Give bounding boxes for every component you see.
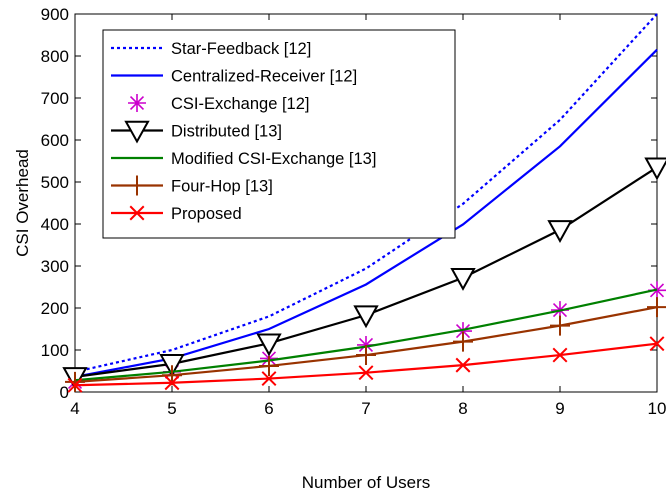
marker-x [455, 357, 471, 373]
marker-triangle-down [159, 354, 185, 377]
marker-asterisk [128, 94, 146, 112]
marker-triangle-down [644, 157, 666, 181]
x-tick-label: 4 [70, 399, 79, 418]
legend-entry: Proposed [111, 205, 242, 223]
y-tick-label: 900 [41, 5, 69, 24]
x-axis-label: Number of Users [302, 473, 430, 492]
y-tick-label: 100 [41, 341, 69, 360]
marker-x [164, 375, 180, 391]
marker-plus [550, 315, 570, 336]
marker-x [649, 336, 665, 352]
legend-label: CSI-Exchange [12] [171, 95, 310, 113]
legend-entry: CSI-Exchange [12] [128, 94, 310, 113]
marker-plus [259, 355, 279, 376]
y-tick-label: 300 [41, 257, 69, 276]
legend-entry: Four-Hop [13] [111, 175, 273, 196]
marker-x [67, 377, 83, 393]
y-tick-label: 400 [41, 215, 69, 234]
legend-label: Four-Hop [13] [171, 178, 273, 196]
legend-box [102, 29, 456, 239]
y-tick-label: 0 [60, 383, 69, 402]
x-tick-label: 10 [648, 399, 666, 418]
marker-asterisk [357, 335, 375, 354]
legend-label: Centralized-Receiver [12] [171, 68, 357, 86]
marker-plus [127, 175, 147, 196]
legend-label: Proposed [171, 205, 242, 223]
marker-triangle-down [256, 333, 282, 357]
legend-entry: Modified CSI-Exchange [13] [111, 150, 376, 168]
legend-label: Modified CSI-Exchange [13] [171, 150, 376, 168]
marker-plus [647, 297, 666, 318]
y-tick-label: 600 [41, 131, 69, 150]
marker-triangle-down [353, 305, 379, 329]
x-tick-label: 8 [458, 399, 467, 418]
marker-plus [356, 345, 376, 366]
legend: Star-Feedback [12] Centralized-Receiver [… [102, 29, 456, 239]
y-tick-label: 800 [41, 47, 69, 66]
legend-label: Distributed [13] [171, 123, 282, 141]
marker-plus [65, 371, 85, 392]
x-tick-label: 6 [264, 399, 273, 418]
marker-x [552, 347, 568, 363]
legend-entry: Centralized-Receiver [12] [111, 68, 357, 86]
x-tick-label: 9 [555, 399, 564, 418]
x-tick-label: 5 [167, 399, 176, 418]
y-tick-label: 200 [41, 299, 69, 318]
marker-asterisk [454, 322, 472, 341]
legend-entry: Distributed [13] [111, 120, 282, 144]
y-tick-label: 500 [41, 173, 69, 192]
series-5 [65, 297, 666, 392]
series-3 [62, 157, 666, 390]
y-axis-label: CSI Overhead [13, 149, 32, 257]
y-tick-label: 700 [41, 89, 69, 108]
marker-x [261, 371, 277, 387]
marker-plus [453, 331, 473, 352]
legend-entry: Star-Feedback [12] [111, 40, 311, 58]
marker-triangle-down [450, 267, 476, 291]
series-6 [67, 336, 665, 393]
legend-label: Star-Feedback [12] [171, 40, 311, 58]
marker-triangle-down [547, 220, 573, 243]
marker-x [129, 205, 145, 221]
marker-x [358, 365, 374, 381]
marker-triangle-down [124, 120, 150, 144]
x-tick-label: 7 [361, 399, 370, 418]
